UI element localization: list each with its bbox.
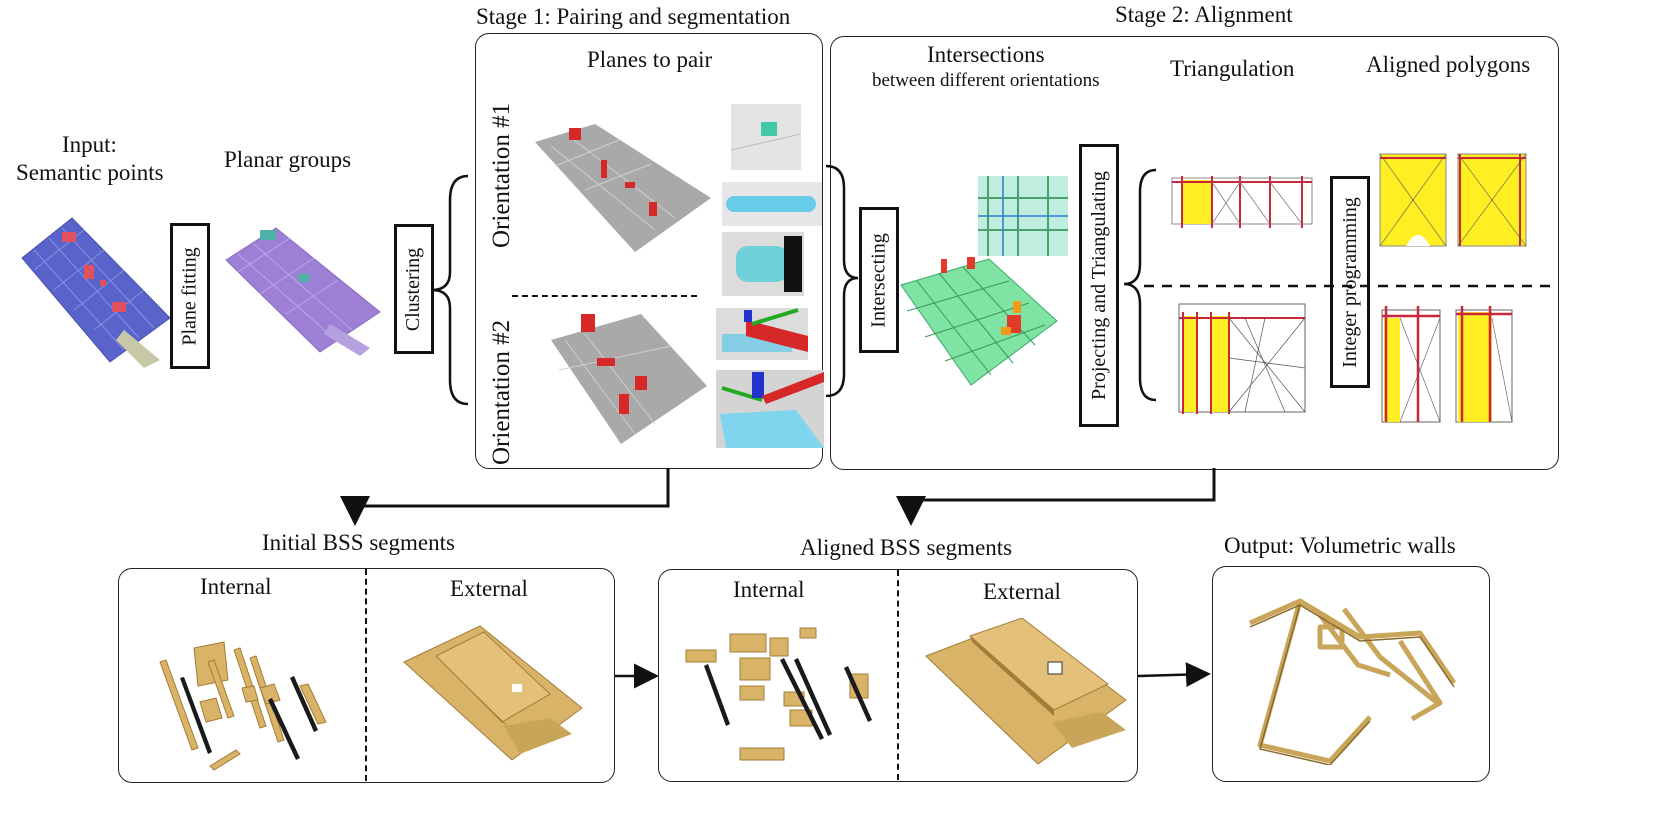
planar-groups-image <box>225 227 381 356</box>
intersections-zoom-image <box>978 176 1068 256</box>
aligned-polygons-top-image <box>1379 153 1527 247</box>
initial-bss-divider <box>365 569 367 781</box>
initial-bss-external-label: External <box>450 576 528 601</box>
initial-internal-segments-image <box>159 641 327 771</box>
thumb-1b-image <box>722 182 822 226</box>
intersections-subtitle: between different orientations <box>872 70 1100 91</box>
volumetric-walls-image <box>1248 598 1457 765</box>
initial-bss-title: Initial BSS segments <box>262 530 455 555</box>
integer-programming-step: Integer programming <box>1330 176 1370 388</box>
input-label-line1: Input: <box>62 132 117 157</box>
projecting-step: Projecting and Triangulating <box>1079 144 1119 427</box>
thumb-2a-image <box>716 308 808 360</box>
intersections-main-image <box>900 257 1058 386</box>
aligned-bss-title: Aligned BSS segments <box>800 535 1013 560</box>
intersections-title: Intersections <box>927 42 1045 67</box>
aligned-bss-internal-label: Internal <box>733 577 805 602</box>
orientation-2-cloud-image <box>551 314 707 444</box>
thumb-2b-image <box>716 370 824 448</box>
aligned-bss-divider <box>897 570 899 780</box>
aligned-polygons-title: Aligned polygons <box>1366 52 1531 77</box>
plane-fitting-step: Plane fitting <box>170 223 210 369</box>
initial-external-segments-image <box>403 625 583 761</box>
intersecting-step: Intersecting <box>859 207 899 353</box>
aligned-bss-external-label: External <box>983 579 1061 604</box>
triangulation-top-image <box>1171 176 1313 228</box>
triangulation-bottom-image <box>1178 303 1306 414</box>
thumb-1a-image <box>731 104 801 170</box>
input-label-line2: Semantic points <box>16 160 164 185</box>
aligned-internal-segments-image <box>685 627 872 761</box>
aligned-external-segments-image <box>925 618 1127 765</box>
stage1-divider <box>512 295 697 297</box>
initial-bss-internal-label: Internal <box>200 574 272 599</box>
thumb-1c-image <box>722 232 804 296</box>
stage2-title: Stage 2: Alignment <box>1115 2 1293 27</box>
orientation-1-cloud-image <box>535 124 711 252</box>
triangulation-title: Triangulation <box>1170 56 1295 81</box>
aligned-polygons-bottom-image <box>1381 306 1513 423</box>
planes-to-pair-title: Planes to pair <box>587 47 713 72</box>
stage1-title: Stage 1: Pairing and segmentation <box>476 4 791 29</box>
output-title: Output: Volumetric walls <box>1224 533 1456 558</box>
planar-groups-label: Planar groups <box>224 147 352 172</box>
